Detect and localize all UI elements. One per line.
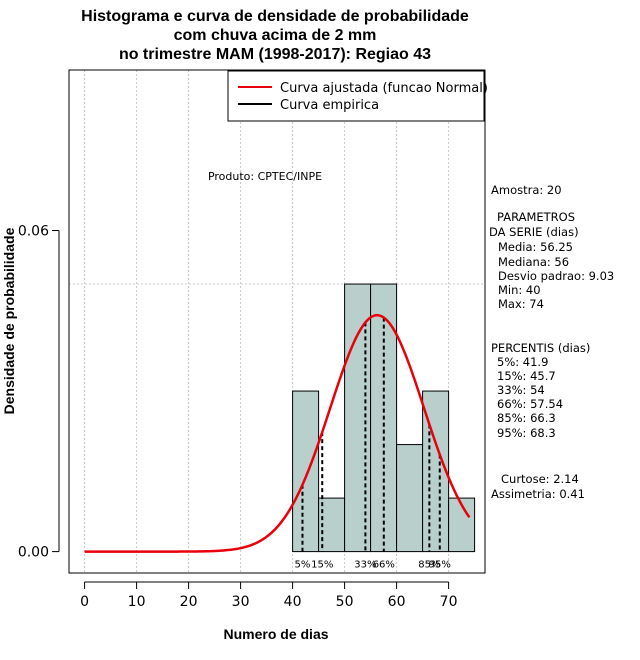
stat-desvio: Desvio padrao: 9.03 (498, 269, 614, 283)
stat-max: Max: 74 (498, 297, 544, 311)
fitted-curve-layer (84, 313, 471, 553)
stat-p95: 95%: 68.3 (497, 426, 556, 440)
legend-fit-label: Curva ajustada (funcao Normal) (280, 81, 488, 96)
y-axis: 0.00 0.06 (18, 224, 60, 561)
histogram-bars (292, 283, 476, 553)
title-line-2: com chuva acima de 2 mm (174, 27, 377, 44)
stat-p66: 66%: 57.54 (497, 397, 563, 411)
y-axis-title: Densidade de probabilidade (1, 227, 17, 414)
stat-param-title-2: DA SERIE (dias) (489, 225, 579, 239)
percentile-lines (301, 317, 441, 552)
percentile-label-5: 95% (429, 560, 451, 571)
x-tick-label-5: 50 (336, 594, 354, 610)
x-tick-label-6: 60 (388, 594, 406, 610)
legend-empirical-label: Curva empirica (280, 98, 379, 113)
x-tick-label-4: 40 (284, 594, 302, 610)
percentile-labels: 5% 15% 33%66% 85%95% (295, 560, 451, 571)
percentile-label-2: 33% (354, 560, 376, 571)
legend-box (227, 70, 485, 122)
stat-min: Min: 40 (498, 283, 541, 297)
x-tick-label-0: 0 (80, 594, 89, 610)
histogram-bar-6 (448, 497, 476, 553)
x-axis-title: Numero de dias (223, 626, 328, 642)
fitted-normal-curve (84, 313, 471, 553)
stat-assimetria: Assimetria: 0.41 (491, 487, 585, 501)
product-annotation: Produto: CPTEC/INPE (208, 170, 322, 183)
stat-amostra: Amostra: 20 (491, 183, 562, 197)
grid-lines (69, 70, 485, 573)
stat-media: Media: 56.25 (498, 240, 573, 254)
histogram-bar-4 (396, 444, 424, 553)
percentile-label-0: 5% (295, 560, 311, 571)
plot-frame (68, 69, 486, 574)
x-axis: 0 10 20 30 40 50 60 70 (80, 581, 458, 610)
y-tick-label-0: 0.00 (18, 545, 49, 561)
x-tick-label-2: 20 (180, 594, 198, 610)
stats-panel: Amostra: 20 PARAMETROS DA SERIE (dias) M… (489, 183, 614, 501)
title-line-3: no trimestre MAM (1998-2017): Regiao 43 (119, 46, 431, 63)
legend: Curva ajustada (funcao Normal) Curva emp… (227, 70, 488, 122)
percentile-label-3: 66% (373, 560, 395, 571)
x-tick-label-3: 30 (232, 594, 250, 610)
title-line-1: Histograma e curva de densidade de proba… (81, 8, 469, 25)
stat-pct-title: PERCENTIS (dias) (491, 341, 590, 355)
stat-curtose: Curtose: 2.14 (501, 472, 579, 486)
stat-p33: 33%: 54 (497, 383, 545, 397)
percentile-label-1: 15% (311, 560, 333, 571)
stat-p5: 5%: 41.9 (497, 355, 548, 369)
stat-p15: 15%: 45.7 (497, 369, 556, 383)
histogram-bar-2 (344, 283, 372, 553)
stat-p85: 85%: 66.3 (497, 411, 556, 425)
histogram-bar-0 (292, 390, 320, 553)
stat-mediana: Mediana: 56 (498, 255, 569, 269)
stat-param-title-1: PARAMETROS (497, 210, 575, 224)
percentile-label-4: 85% (418, 560, 440, 571)
histogram-bar-5 (422, 390, 450, 553)
x-tick-label-1: 10 (128, 594, 146, 610)
x-tick-label-7: 70 (440, 594, 458, 610)
chart-title: Histograma e curva de densidade de proba… (81, 8, 469, 63)
y-tick-label-1: 0.06 (18, 224, 49, 240)
